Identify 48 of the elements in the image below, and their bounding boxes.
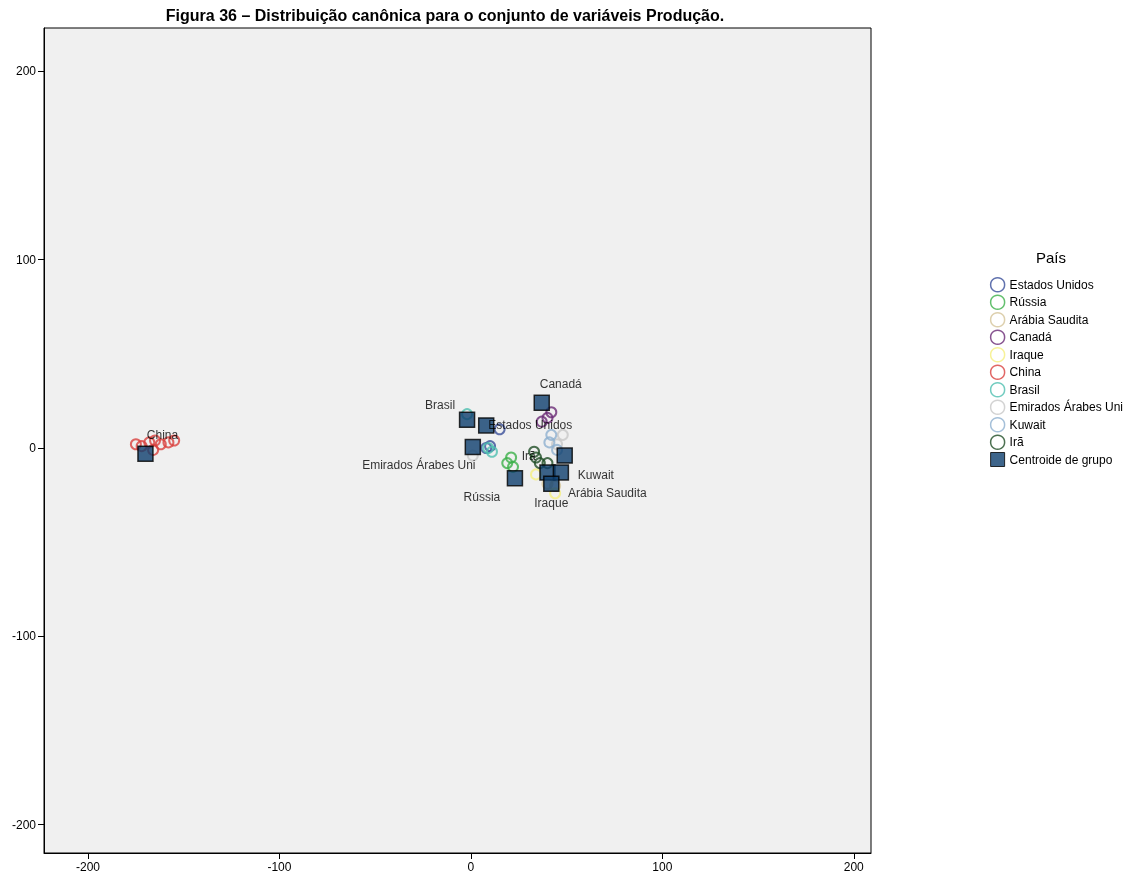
annotation: Canadá (539, 376, 583, 391)
annotation: Kuwait (577, 467, 615, 482)
x-tick-label: 100 (652, 860, 673, 874)
legend-label: Irã (1009, 435, 1024, 450)
annotation: Iraque (534, 495, 569, 510)
legend-label: Kuwait (1009, 417, 1047, 432)
legend-label: Estados Unidos (1009, 277, 1094, 292)
y-tick-label: 100 (15, 252, 37, 267)
legend-label: Brasil (1009, 382, 1040, 397)
annotation: Brasil (425, 397, 456, 412)
legend-label: China (1009, 365, 1042, 380)
point (129, 438, 142, 451)
y-tick-label: -100 (11, 629, 37, 644)
point (505, 451, 518, 464)
chart-title: Figura 36 – Distribuição canônica para o conjunto de variáveis Produção. (165, 6, 725, 24)
legend-label: Emirados Árabes Uni (1009, 399, 1124, 415)
legend-title: País (1035, 249, 1066, 266)
legend-label: Centroide de grupo (1009, 452, 1113, 467)
legend-label: Canadá (1009, 330, 1052, 345)
y-tick-label: 200 (15, 64, 37, 79)
y-tick-label: -200 (11, 817, 37, 832)
point (533, 394, 550, 412)
y-tick-label: 0 (29, 441, 37, 456)
point (506, 469, 524, 487)
point (551, 443, 564, 456)
point (545, 428, 558, 441)
x-tick-label: 0 (467, 860, 475, 874)
x-tick-label: 200 (843, 860, 865, 874)
x-tick-label: -100 (267, 860, 292, 874)
point (543, 475, 560, 493)
point (556, 447, 573, 464)
point (530, 468, 542, 481)
legend-label: Iraque (1009, 347, 1044, 362)
x-tick-label: -200 (76, 860, 101, 874)
annotation: Rússia (463, 490, 501, 505)
legend-label: Rússia (1009, 295, 1047, 310)
point (464, 438, 482, 456)
legend-label: Arábia Saudita (1009, 312, 1089, 327)
point (507, 460, 520, 473)
annotation: Arábia Saudita (567, 485, 647, 500)
point (556, 428, 569, 441)
point (137, 445, 154, 462)
point (501, 457, 514, 470)
point (545, 406, 558, 419)
point (458, 411, 476, 429)
point (551, 438, 564, 451)
annotation: Emirados Árabes Uni (362, 457, 476, 473)
point (543, 436, 556, 449)
